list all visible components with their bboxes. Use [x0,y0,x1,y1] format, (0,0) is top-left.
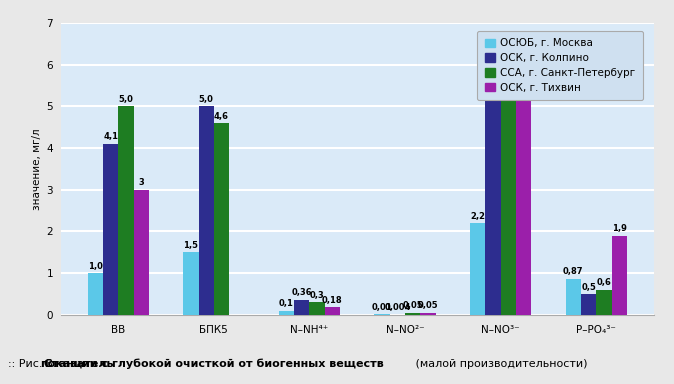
Text: 0,004: 0,004 [384,303,410,312]
Bar [118,106,133,315]
Y-axis label: значение, мг/л: значение, мг/л [32,128,42,210]
Text: 1,5: 1,5 [183,241,198,250]
Text: 0,18: 0,18 [322,296,342,305]
Bar [183,252,199,315]
Bar [325,307,340,315]
Bar [470,223,485,315]
Bar [501,90,516,315]
Bar [103,144,118,315]
Text: 0,01: 0,01 [372,303,392,312]
Text: (малой производительности): (малой производительности) [412,359,588,369]
Bar [199,106,214,315]
Text: 3: 3 [138,178,144,187]
Legend: ОСЮБ, г. Москва, ОСК, г. Колпино, ССА, г. Санкт-Петербург, ОСК, г. Тихвин: ОСЮБ, г. Москва, ОСК, г. Колпино, ССА, г… [477,31,642,100]
Text: 4,1: 4,1 [103,132,118,141]
Text: 0,3: 0,3 [309,291,324,300]
Text: 0,1: 0,1 [279,299,294,308]
Bar [516,69,531,315]
Text: 5,0: 5,0 [119,95,133,104]
Bar [309,302,325,315]
Text: :: Рис. 3.: :: Рис. 3. [8,359,60,369]
Text: 2,2: 2,2 [470,212,485,221]
Text: 0,05: 0,05 [418,301,438,310]
Bar [294,300,309,315]
Bar [405,313,421,315]
Text: 0,5: 0,5 [581,283,596,291]
Bar [279,311,294,315]
Bar [214,123,229,315]
Text: 5,0: 5,0 [199,95,214,104]
Bar [485,65,501,315]
Bar [88,273,103,315]
Text: 1,9: 1,9 [612,224,627,233]
Text: 0,87: 0,87 [563,267,584,276]
Text: 0,6: 0,6 [596,278,611,287]
Text: 0,05: 0,05 [402,301,423,310]
Bar [375,314,390,315]
Text: 1,0: 1,0 [88,262,102,271]
Bar [596,290,611,315]
Bar [421,313,435,315]
Bar [611,236,627,315]
Bar [133,190,149,315]
Bar [565,279,581,315]
Text: показатель: показатель [40,359,114,369]
Text: 6: 6 [490,53,496,62]
Bar [581,294,596,315]
Text: 4,6: 4,6 [214,112,229,121]
Text: 5,9: 5,9 [516,57,531,66]
Text: Станции с глубокой очисткой от биогенных веществ: Станции с глубокой очисткой от биогенных… [44,359,384,369]
Text: 5,4: 5,4 [501,78,516,87]
Text: 0,36: 0,36 [291,288,312,297]
